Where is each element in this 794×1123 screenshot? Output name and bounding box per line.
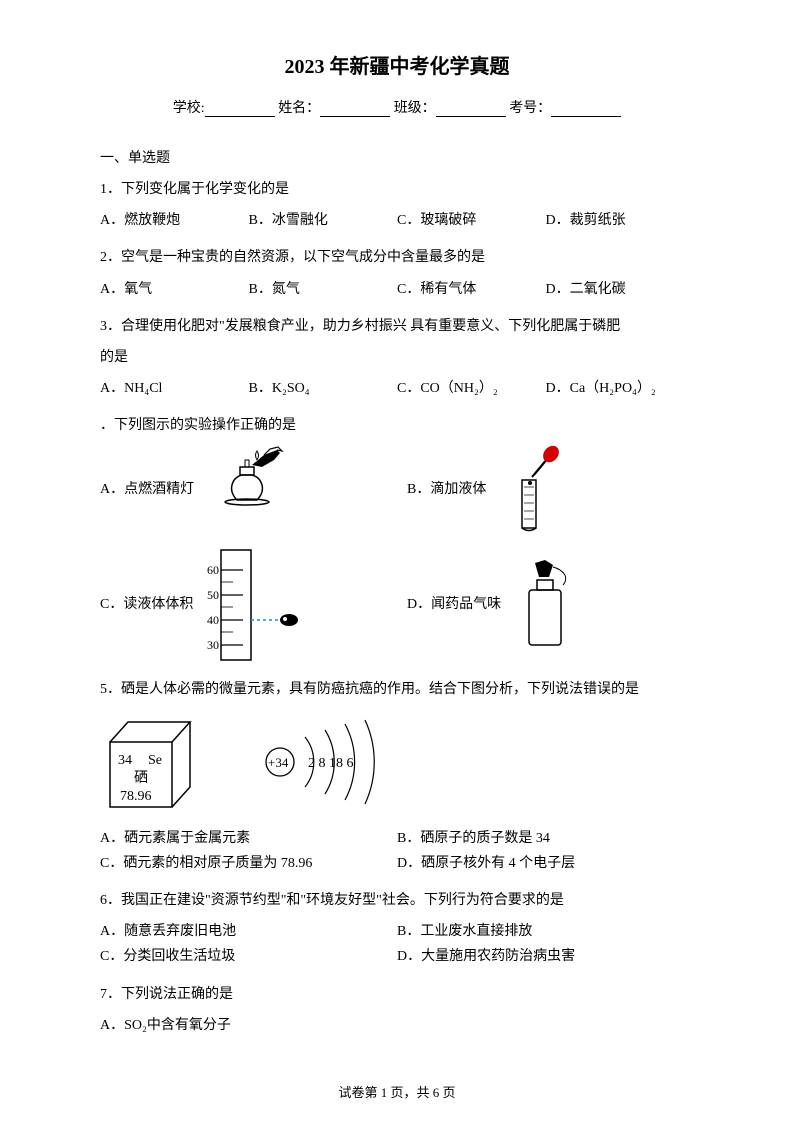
smell-bottle-icon [509,555,589,655]
q1-stem: 1．下列变化属于化学变化的是 [100,177,694,202]
atom-structure-icon: +34 2 8 18 6 [250,712,420,812]
q4-option-b: B．滴加液体 [407,445,694,535]
q3-option-c: C．CO（NH₂）₂ [397,376,546,401]
question-5: 5．硒是人体必需的微量元素，具有防癌抗癌的作用。结合下图分析，下列说法错误的是 … [100,677,694,877]
q5-option-c: C．硒元素的相对原子质量为 78.96 [100,851,397,876]
svg-text:2 8 18 6: 2 8 18 6 [308,756,354,771]
svg-text:34: 34 [118,753,132,768]
page-footer: 试卷第 1 页，共 6 页 [0,1082,794,1101]
q6-option-c: C．分类回收生活垃圾 [100,944,397,969]
question-3: 3．合理使用化肥对"发展粮食产业，助力乡村振兴 具有重要意义、下列化肥属于磷肥 … [100,314,694,402]
q5-option-a: A．硒元素属于金属元素 [100,826,397,851]
number-label: 考号： [509,97,551,117]
q1-option-c: C．玻璃破碎 [397,208,546,233]
q4-d-label: D．闻药品气味 [407,592,501,617]
school-label: 学校: [173,97,205,117]
svg-text:60: 60 [207,563,219,577]
svg-text:50: 50 [207,588,219,602]
q4-option-c: C．读液体体积 60 50 40 30 [100,545,387,665]
q4-a-label: A．点燃酒精灯 [100,477,194,502]
q1-option-b: B．冰雪融化 [249,208,398,233]
q2-option-c: C．稀有气体 [397,277,546,302]
q2-stem: 2．空气是一种宝贵的自然资源，以下空气成分中含量最多的是 [100,245,694,270]
svg-text:78.96: 78.96 [120,789,152,804]
svg-text:+34: +34 [268,755,289,770]
q6-option-b: B．工业废水直接排放 [397,919,694,944]
svg-text:硒: 硒 [134,771,148,786]
q3-option-d: D．Ca（H₂PO₄）₂ [546,376,695,401]
name-blank [320,103,390,117]
graduated-cylinder-icon: 60 50 40 30 [201,545,321,665]
q1-option-d: D．裁剪纸张 [546,208,695,233]
q6-option-d: D．大量施用农药防治病虫害 [397,944,694,969]
school-blank [205,103,275,117]
alcohol-lamp-icon [202,445,297,535]
q4-option-a: A．点燃酒精灯 [100,445,387,535]
q7-option-a: A．SO₂中含有氧分子 [100,1013,694,1038]
page-title: 2023 年新疆中考化学真题 [100,50,694,79]
q2-option-b: B．氮气 [249,277,398,302]
class-blank [436,103,506,117]
svg-text:40: 40 [207,613,219,627]
q4-c-label: C．读液体体积 [100,592,193,617]
q1-option-a: A．燃放鞭炮 [100,208,249,233]
dropper-icon [494,445,564,535]
number-blank [551,103,621,117]
name-label: 姓名： [278,97,320,117]
q5-stem: 5．硒是人体必需的微量元素，具有防癌抗癌的作用。结合下图分析，下列说法错误的是 [100,677,694,702]
question-1: 1．下列变化属于化学变化的是 A．燃放鞭炮 B．冰雪融化 C．玻璃破碎 D．裁剪… [100,177,694,233]
q3-option-a: A．NH₄Cl [100,376,249,401]
question-7: 7．下列说法正确的是 A．SO₂中含有氧分子 [100,982,694,1038]
q6-option-a: A．随意丢弃废旧电池 [100,919,397,944]
q5-option-b: B．硒原子的质子数是 34 [397,826,694,851]
question-4: ．下列图示的实验操作正确的是 A．点燃酒精灯 B．滴加液体 [100,413,694,664]
svg-text:30: 30 [207,638,219,652]
section-header: 一、单选题 [100,147,694,167]
q3-cont: 的是 [100,345,694,370]
q3-option-b: B．K₂SO₄ [249,376,398,401]
q4-stem: ．下列图示的实验操作正确的是 [100,413,694,438]
question-6: 6．我国正在建设"资源节约型"和"环境友好型"社会。下列行为符合要求的是 A．随… [100,888,694,970]
q6-stem: 6．我国正在建设"资源节约型"和"环境友好型"社会。下列行为符合要求的是 [100,888,694,913]
question-2: 2．空气是一种宝贵的自然资源，以下空气成分中含量最多的是 A．氧气 B．氮气 C… [100,245,694,301]
element-box-icon: 34 Se 硒 78.96 [100,712,200,812]
q4-option-d: D．闻药品气味 [407,555,694,655]
q5-option-d: D．硒原子核外有 4 个电子层 [397,851,694,876]
q4-b-label: B．滴加液体 [407,477,486,502]
q3-stem: 3．合理使用化肥对"发展粮食产业，助力乡村振兴 具有重要意义、下列化肥属于磷肥 [100,314,694,339]
student-info-line: 学校: 姓名： 班级： 考号： [100,97,694,117]
q2-option-d: D．二氧化碳 [546,277,695,302]
q2-option-a: A．氧气 [100,277,249,302]
svg-text:Se: Se [148,753,162,768]
q7-stem: 7．下列说法正确的是 [100,982,694,1007]
class-label: 班级： [394,97,436,117]
